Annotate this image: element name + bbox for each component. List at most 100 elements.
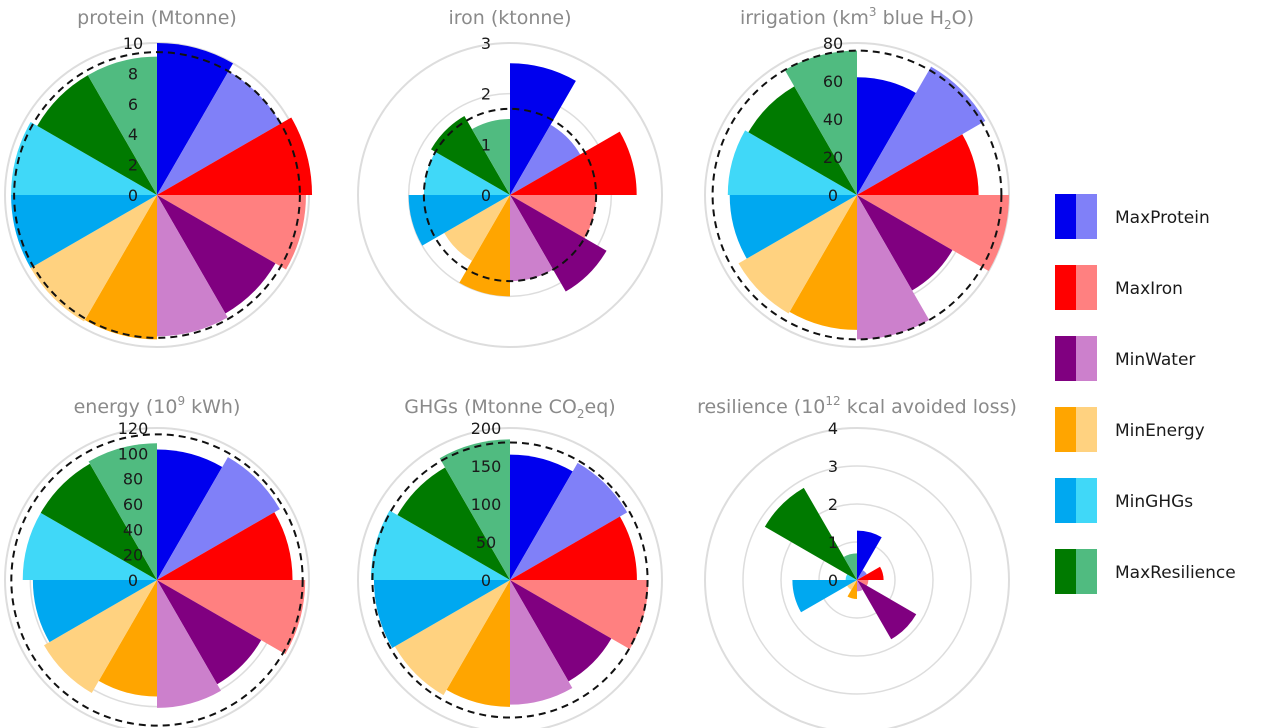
bar-MaxResilience-light xyxy=(88,443,157,580)
bar-MinGHGs-light xyxy=(727,130,857,195)
bar-MaxResilience-light xyxy=(472,119,510,195)
tick-label: 100 xyxy=(471,495,502,514)
tick-label: 2 xyxy=(828,495,838,514)
bar-MinGHGs-light xyxy=(845,574,857,580)
tick-label: 50 xyxy=(476,533,496,552)
legend-label: MinEnergy xyxy=(1115,421,1205,441)
tick-label: 20 xyxy=(123,546,143,565)
bar-MinEnergy-dark xyxy=(789,195,857,330)
tick-label: 120 xyxy=(118,419,149,438)
bar-MinWater-light xyxy=(510,195,554,282)
tick-label: 80 xyxy=(123,470,143,489)
legend-label: MaxIron xyxy=(1115,279,1183,299)
bar-MaxIron-light xyxy=(857,580,869,586)
tick-label: 4 xyxy=(128,125,138,144)
tick-label: 0 xyxy=(828,571,838,590)
bar-MinEnergy-dark xyxy=(98,580,157,697)
panel-title-tail: kWh) xyxy=(185,396,240,418)
tick-label: 3 xyxy=(828,457,838,476)
tick-label: 80 xyxy=(823,34,843,53)
bar-MinGHGs-light xyxy=(370,510,510,580)
panel-title: resilience (1012 kcal avoided loss) xyxy=(697,394,1017,418)
reference-dashed-circle xyxy=(13,51,301,339)
bar-MaxIron-light xyxy=(157,580,306,655)
legend-swatch-light xyxy=(1076,549,1097,594)
bar-MinWater-light xyxy=(857,195,930,340)
bar-MaxProtein-dark xyxy=(857,77,916,195)
panel-title-after-sup: blue H xyxy=(877,7,944,29)
bar-MaxProtein-light xyxy=(157,71,281,195)
panel-title: GHGs (Mtonne CO2eq) xyxy=(404,396,615,421)
tick-label: 2 xyxy=(128,156,138,175)
panel-title-sup: 12 xyxy=(825,394,840,408)
panel-title: iron (ktonne) xyxy=(448,7,571,29)
tick-label: 0 xyxy=(128,186,138,205)
bar-MinEnergy-light xyxy=(44,580,158,693)
legend-swatch-dark xyxy=(1055,549,1076,594)
panel-3: 0 20 40 60 80 irrigation (km3 blue H2O) xyxy=(704,5,1010,348)
tick-label: 60 xyxy=(823,72,843,91)
bar-MaxProtein-dark xyxy=(510,63,576,195)
bar-MinGHGs-dark xyxy=(373,580,510,649)
bar-MinGHGs-light xyxy=(11,122,157,195)
bar-MinEnergy-light xyxy=(847,580,857,590)
panel-title-sup: 9 xyxy=(177,394,185,408)
bar-MinEnergy-light xyxy=(30,195,158,322)
panel-title: energy (109 kWh) xyxy=(74,394,241,418)
panel-title-main: energy (10 xyxy=(74,396,178,418)
bar-MinEnergy-dark xyxy=(459,195,510,297)
bar-MaxIron-dark xyxy=(157,117,313,195)
panel-outer-ring xyxy=(704,427,1010,728)
bar-MinGHGs-dark xyxy=(729,195,857,259)
bar-MaxResilience-dark xyxy=(748,86,857,195)
panel-1: 0 2 4 6 8 10 protein (Mtonne) xyxy=(4,7,313,348)
tick-label: 150 xyxy=(471,457,502,476)
bar-MinEnergy-light xyxy=(444,195,510,261)
bar-MinEnergy-light xyxy=(738,195,857,314)
bar-MinEnergy-dark xyxy=(847,580,857,599)
legend-item-MaxProtein: MaxProtein xyxy=(1055,194,1210,239)
tick-label: 0 xyxy=(481,186,491,205)
bar-MaxResilience-dark xyxy=(431,116,510,195)
legend: MaxProtein MaxIron MinWater MinEnergy MinGHG… xyxy=(1055,194,1236,594)
panel-title-sub: 2 xyxy=(577,407,585,421)
bar-MinGHGs-light xyxy=(22,512,158,580)
tick-label: 8 xyxy=(128,64,138,83)
tick-label: 0 xyxy=(481,571,491,590)
legend-swatch-dark xyxy=(1055,336,1076,381)
panel-2: 0 1 2 3 iron (ktonne) xyxy=(357,7,663,348)
bar-MaxIron-dark xyxy=(857,566,884,580)
tick-label: 40 xyxy=(823,110,843,129)
bar-MinEnergy-dark xyxy=(84,195,157,340)
legend-swatch-light xyxy=(1076,407,1097,452)
panel-title-main: protein (Mtonne) xyxy=(77,7,237,29)
legend-swatch-light xyxy=(1076,336,1097,381)
bar-MaxProtein-dark xyxy=(857,530,882,580)
panel-title-main: irrigation (km xyxy=(740,7,869,29)
tick-label: 2 xyxy=(481,85,491,104)
bar-MinGHGs-light xyxy=(423,151,510,195)
bar-MaxResilience-light xyxy=(843,553,857,580)
bar-MinGHGs-dark xyxy=(32,580,158,643)
bar-MinWater-dark xyxy=(857,195,953,291)
legend-swatch-light xyxy=(1076,194,1097,239)
tick-label: 200 xyxy=(471,419,502,438)
bar-MinGHGs-dark xyxy=(11,195,157,268)
bar-MinWater-light xyxy=(857,580,863,592)
bar-MaxResilience-dark xyxy=(37,75,157,195)
bar-MaxProtein-dark xyxy=(157,449,223,580)
tick-label: 0 xyxy=(828,186,838,205)
bar-MaxProtein-light xyxy=(857,66,986,195)
panel-outer-ring xyxy=(357,42,663,348)
bar-MaxProtein-light xyxy=(857,570,867,580)
panel-title-tail: kcal avoided loss) xyxy=(841,396,1017,418)
bar-MinGHGs-dark xyxy=(792,580,857,613)
tick-label: 60 xyxy=(123,495,143,514)
bar-MaxProtein-light xyxy=(510,462,628,580)
bar-MaxIron-dark xyxy=(157,512,293,580)
bar-MinWater-light xyxy=(157,195,228,337)
